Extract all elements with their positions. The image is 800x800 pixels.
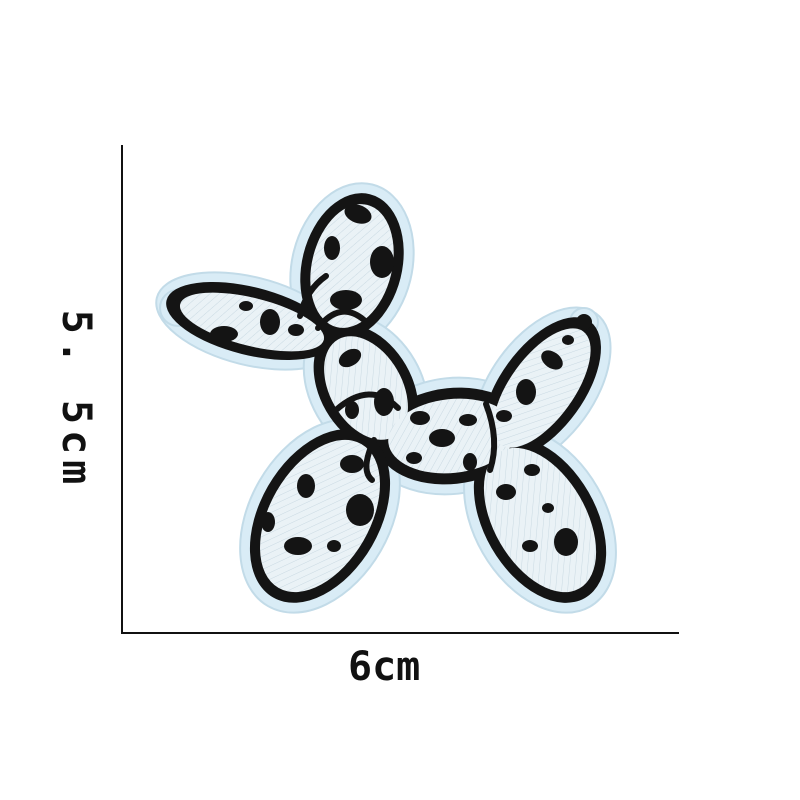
width-dimension-label: 6cm bbox=[348, 644, 421, 690]
dimension-axes bbox=[121, 145, 679, 634]
balloon-dog-patch bbox=[155, 182, 617, 614]
height-dimension-label: 5. 5cm bbox=[53, 309, 99, 491]
cow-print-spots bbox=[210, 204, 578, 556]
